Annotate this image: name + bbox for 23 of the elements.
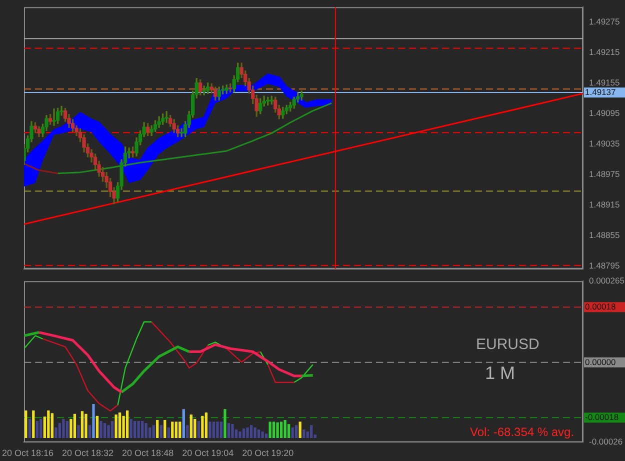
ref-line-label: 0.00018 — [585, 302, 616, 312]
y-tick-label: 1.49275 — [589, 16, 620, 27]
y-tick-label: 0.000265 — [589, 275, 625, 286]
y-tick-label: 1.48855 — [589, 230, 620, 240]
x-tick-label: 20 Oct 18:48 — [122, 448, 174, 458]
y-tick-label: 1.49155 — [589, 78, 620, 88]
annotation: EURUSD — [476, 336, 540, 353]
y-tick-label: -0.00026 — [589, 436, 623, 447]
y-tick-label: 1.48915 — [589, 200, 620, 210]
ref-line-label: 0.00000 — [585, 356, 616, 367]
y-tick-label: 1.49035 — [589, 138, 620, 149]
y-tick-label: 1.49215 — [589, 47, 620, 58]
x-tick-label: 20 Oct 19:20 — [242, 448, 294, 458]
y-tick-label: 1.48795 — [589, 260, 620, 271]
ref-line-label: 1.49137 — [585, 86, 616, 97]
annotation: 1 M — [485, 363, 516, 384]
y-tick-label: 1.48975 — [589, 169, 620, 180]
y-tick-label: 1.49095 — [589, 108, 620, 118]
annotation: Vol: -68.354 % avg. — [470, 425, 574, 439]
x-tick-label: 20 Oct 18:32 — [62, 448, 114, 458]
ref-line-label: -0.00018 — [585, 412, 619, 422]
x-tick-label: 20 Oct 19:04 — [182, 448, 234, 458]
x-tick-label: 20 Oct 18:16 — [2, 448, 54, 458]
